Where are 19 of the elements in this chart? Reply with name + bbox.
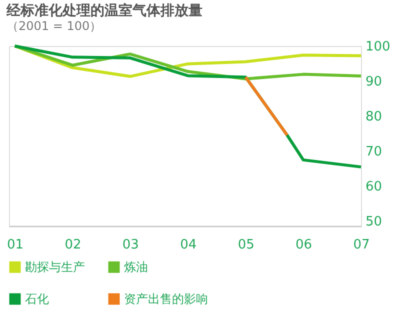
legend-label: 资产出售的影响: [124, 292, 208, 306]
chart-title: 经标准化处理的温室气体排放量: [6, 2, 202, 19]
y-tick-label: 50: [366, 214, 382, 230]
y-tick-label: 60: [366, 179, 382, 194]
x-tick-label: 07: [353, 238, 370, 252]
x-tick-label: 01: [6, 238, 24, 252]
legend-label: 石化: [25, 292, 49, 306]
legend-label: 勘探与生产: [25, 260, 85, 274]
x-tick-label: 06: [296, 238, 312, 252]
y-tick-label: 70: [366, 144, 382, 160]
x-tick-label: 03: [122, 238, 139, 252]
x-tick-label: 05: [238, 238, 254, 252]
y-tick-label: 100: [366, 40, 390, 54]
legend-label: 炼油: [124, 260, 148, 274]
chart-subtitle: （2001 = 100）: [6, 19, 102, 33]
x-tick-label: 02: [64, 238, 82, 252]
y-tick-label: 80: [366, 109, 382, 124]
x-tick-label: 04: [180, 238, 197, 252]
y-tick-label: 90: [366, 74, 382, 90]
